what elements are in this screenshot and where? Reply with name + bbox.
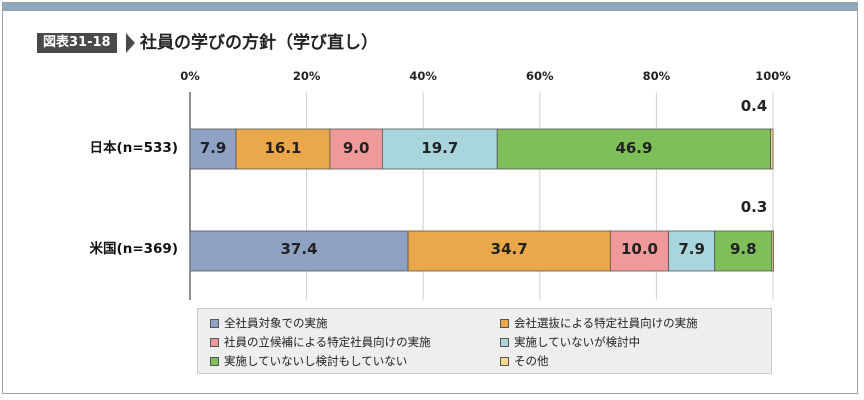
bar-segment: [381, 128, 498, 170]
legend-label: 社員の立候補による特定社員向けの実施: [224, 335, 431, 349]
data-label: 9.0: [343, 139, 370, 157]
legend-item: 社員の立候補による特定社員向けの実施: [210, 334, 431, 350]
x-tick-label: 0%: [180, 69, 200, 83]
data-label: 7.9: [678, 240, 705, 258]
bar-segment: [714, 230, 773, 272]
bar-segment: [407, 230, 611, 272]
bar-segment: [771, 230, 774, 272]
figure-label: 図表31-18: [37, 33, 117, 53]
legend-label: その他: [514, 354, 549, 368]
data-label: 37.4: [281, 240, 318, 258]
figure-label-arrow: [126, 33, 135, 53]
data-label: 46.9: [615, 139, 652, 157]
bar-segment: [189, 230, 409, 272]
x-tick-label: 100%: [755, 69, 791, 83]
x-tick-label: 80%: [643, 69, 671, 83]
legend-swatch: [210, 318, 219, 328]
legend-label: 実施していないし検討もしていない: [224, 354, 408, 368]
legend-item: 全社員対象での実施: [210, 315, 328, 331]
x-tick-label: 40%: [409, 69, 437, 83]
data-label: 19.7: [421, 139, 458, 157]
top-accent-bar: [3, 3, 857, 11]
x-tick-label: 60%: [526, 69, 554, 83]
category-label: 米国(n=369): [90, 240, 178, 257]
data-label: 0.4: [741, 97, 768, 115]
legend-swatch: [500, 318, 509, 328]
data-label: 10.0: [621, 240, 658, 258]
data-label: 0.3: [741, 198, 768, 216]
data-label: 7.9: [200, 139, 227, 157]
legend-swatch: [500, 337, 509, 347]
data-label: 9.8: [730, 240, 757, 258]
legend-swatch: [210, 337, 219, 347]
legend-swatch: [210, 356, 219, 366]
legend-label: 会社選抜による特定社員向けの実施: [514, 316, 698, 330]
bar-segment: [609, 230, 670, 272]
legend-label: 実施していないが検討中: [514, 335, 641, 349]
data-label: 16.1: [264, 139, 301, 157]
data-label: 34.7: [491, 240, 528, 258]
legend-item: 会社選抜による特定社員向けの実施: [500, 315, 698, 331]
legend-item: 実施していないし検討もしていない: [210, 353, 407, 369]
bar-segment: [496, 128, 772, 170]
x-tick-label: 20%: [293, 69, 321, 83]
legend: 全社員対象での実施 会社選抜による特定社員向けの実施社員の立候補による特定社員向け…: [197, 308, 772, 374]
bar-segment: [770, 128, 774, 170]
bar-segment: [189, 128, 237, 170]
category-label: 日本(n=533): [90, 139, 178, 156]
legend-item: 実施していないが検討中: [500, 334, 640, 350]
chart-title: 社員の学びの方針（学び直し）: [140, 33, 378, 53]
legend-label: 全社員対象での実施: [224, 316, 328, 330]
legend-swatch: [500, 356, 509, 366]
legend-item: その他: [500, 353, 549, 369]
